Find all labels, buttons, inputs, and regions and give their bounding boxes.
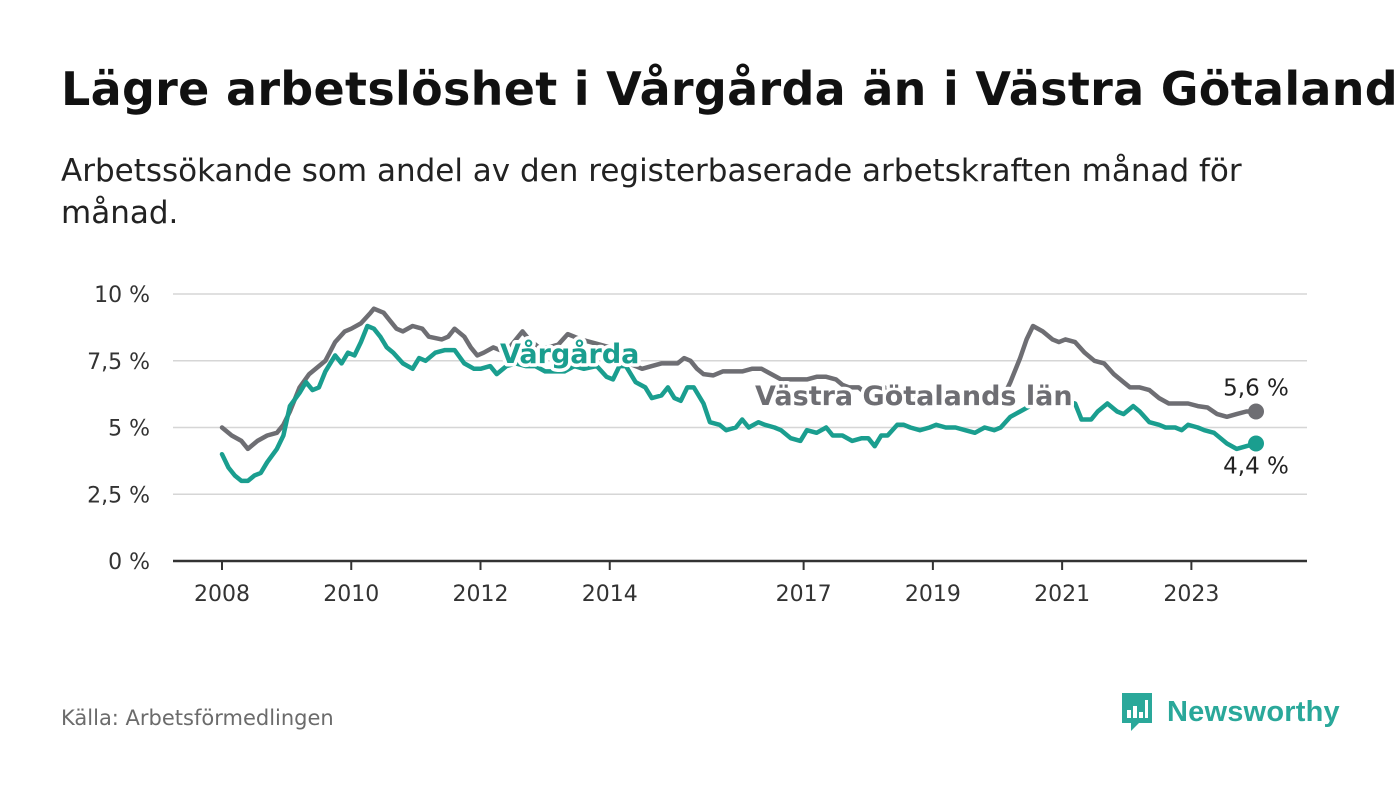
x-tick-label: 2010 [323,582,379,607]
end-value-label-vastra-gotaland: 5,6 % [1223,375,1289,401]
newsworthy-logo-icon [1122,693,1152,731]
x-tick-label: 2021 [1034,582,1090,607]
brand-name: Newsworthy [1167,695,1340,728]
y-tick-label: 0 % [108,550,150,575]
series-end-point [1248,403,1264,420]
series-labels: Västra Götalands län Vårgårda 5,6 % 4,4 % [497,335,1289,480]
x-tick-label: 2014 [582,582,638,607]
y-axis-ticks: 0 % 2,5 % 5 % 7,5 % 10 % [87,283,150,575]
series-label-vargarda: Vårgårda [500,338,639,370]
chart-subtitle: Arbetssökande som andel av den registerb… [61,153,1242,231]
y-tick-label: 2,5 % [87,483,150,508]
end-value-label-vargarda: 4,4 % [1223,454,1289,480]
y-tick-label: 5 % [108,417,150,442]
chart-title: Lägre arbetslöshet i Vårgårda än i Västr… [61,62,1399,116]
x-tick-label: 2019 [905,582,961,607]
y-tick-label: 7,5 % [87,350,150,375]
x-tick-label: 2017 [776,582,832,607]
newsworthy-brand[interactable]: Newsworthy [1119,690,1340,734]
line-chart: 0 % 2,5 % 5 % 7,5 % 10 % 2008 2010 2012 2014 201… [87,283,1307,607]
series-lines [219,306,1264,484]
series-end-point [1248,435,1264,452]
x-tick-label: 2008 [194,582,250,607]
series-line-vastra-gotaland [219,306,1259,452]
x-tick-label: 2012 [453,582,509,607]
source-note: Källa: Arbetsförmedlingen [61,706,334,730]
y-tick-label: 10 % [94,283,150,308]
series-line-vargarda [219,323,1259,484]
x-tick-label: 2023 [1163,582,1219,607]
series-label-vastra-gotaland: Västra Götalands län [755,381,1073,412]
grid-lines [173,293,1307,563]
x-axis-ticks: 2008 2010 2012 2014 2017 2019 2021 2023 [194,561,1219,607]
